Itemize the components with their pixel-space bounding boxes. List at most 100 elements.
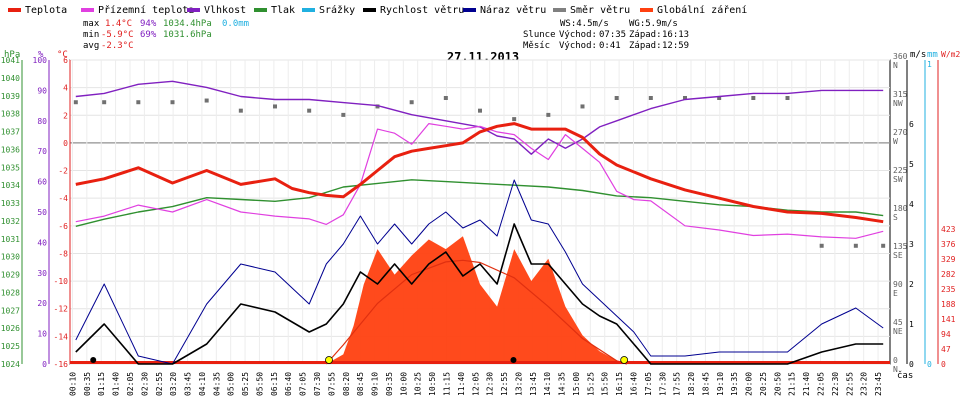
celsius-tick-label: -16 [54,360,69,369]
wm2-tick-label: 423 [941,225,956,234]
time-tick-label: 02:05 [126,372,135,396]
time-tick-label: 11:40 [457,372,466,396]
time-tick-label: 20:00 [745,372,754,396]
axis-units: hPa % °C m/s mm W/m2 [4,50,960,60]
wind-direction-point [546,112,551,117]
sun-moon-block: WS:4.5m/s WG:5.9m/s Slunce Východ: 07:35… [523,19,689,51]
time-tick-label: 23:20 [860,372,869,396]
celsius-tick-label: 0 [63,139,68,148]
time-tick-label: 09:35 [385,372,394,396]
hpa-tick-label: 1041 [1,56,20,65]
direction-tick-name: SW [893,175,903,184]
time-tick-label: 05:00 [227,372,236,396]
moonrise-marker [90,357,97,363]
time-tick-label: 12:55 [500,372,509,396]
celsius-tick-label: -10 [54,277,69,286]
ms-tick-label: 0 [909,360,914,369]
time-tick-label: 15:00 [572,372,581,396]
legend-item-prizemni-teplota: Přízemní teplota [81,4,194,16]
wind-direction-point [853,243,858,248]
ms-tick-label: 2 [909,280,914,289]
direction-tick-label: 45 [893,318,903,327]
direction-tick-name: NW [893,99,903,108]
sunset-marker [620,356,629,364]
percent-tick-label: 10 [37,330,47,339]
unit-wm2: W/m2 [941,50,960,59]
time-tick-label: 20:50 [773,372,782,396]
wm2-tick-label: 188 [941,300,956,309]
time-tick-label: 13:45 [529,372,538,396]
percent-tick-label: 50 [37,208,47,217]
time-tick-label: 06:15 [270,372,279,396]
celsius-tick-label: -12 [54,305,69,314]
hpa-tick-label: 1038 [1,110,20,119]
time-tick-label: 07:05 [299,372,308,396]
series-smer-vetru [73,96,886,248]
legend-swatch-tlak [254,8,267,12]
time-tick-label: 06:40 [284,372,293,396]
series-globalni-zareni [326,236,627,364]
time-tick-label: 03:20 [169,372,178,396]
unit-hpa: hPa [4,50,20,60]
wind-direction-point [478,108,482,113]
time-tick-label: 20:25 [759,372,768,396]
time-tick-label: 04:10 [198,372,207,396]
wm2-tick-label: 47 [941,345,951,354]
legend-swatch-globalni-zareni [640,8,653,12]
hpa-tick-label: 1029 [1,271,20,280]
unit-ms: m/s [910,50,926,60]
series-teplota [75,122,884,224]
stat-min-temp: -5.9°C [101,30,134,40]
wind-direction-point [819,243,824,248]
time-tick-label: 05:50 [255,372,264,396]
wind-direction-point [136,100,141,105]
percent-tick-label: 20 [37,299,47,308]
unit-percent: % [38,50,44,60]
time-tick-label: 02:55 [155,372,164,396]
time-tick-label: 22:30 [831,372,840,396]
celsius-tick-label: -2 [58,167,68,176]
legend-item-naraz-vetru: Náraz větru [463,4,546,16]
wm2-tick-label: 282 [941,270,956,279]
wind-direction-point [512,117,517,122]
wind-direction-point [443,96,448,100]
direction-tick-name: S [893,213,898,222]
wm2-tick-label: 0 [941,360,946,369]
stat-max-label: max [83,19,100,29]
legend-item-srazky: Srážky [302,4,355,16]
celsius-tick-label: 2 [63,111,68,120]
stat-min-hum: 69% [140,30,157,40]
time-tick-label: 14:10 [543,372,552,396]
time-tick-label: 21:15 [788,372,797,396]
direction-tick-label: 180 [893,204,908,213]
chart-marks [70,80,890,365]
time-tick-label: 23:45 [874,372,883,396]
wind-direction-point [785,96,790,100]
wind-direction-point [341,112,346,117]
percent-tick-label: 0 [42,360,47,369]
legend-label-tlak: Tlak [271,5,295,16]
moonrise-time: 0:41 [599,41,621,51]
time-tick-label: 13:20 [514,372,523,396]
time-tick-label: 17:55 [673,372,682,396]
legend-item-vlhkost: Vlhkost [187,5,246,16]
sun-label: Slunce [523,30,556,40]
direction-tick-name: SE [893,251,903,260]
hpa-tick-label: 1026 [1,324,20,333]
moonset-time: 12:59 [662,41,689,51]
hpa-tick-label: 1034 [1,181,20,190]
direction-tick-label: 0 [893,356,898,365]
direction-tick-name: NE [893,327,903,336]
direction-tick-name: N [893,61,898,70]
ms-tick-label: 6 [909,120,914,129]
time-tick-label: 19:35 [730,372,739,396]
wind-direction-point [102,100,107,105]
time-tick-label: 07:30 [313,372,322,396]
percent-tick-label: 70 [37,147,47,156]
time-tick-label: 07:55 [327,372,336,396]
percent-tick-label: 80 [37,117,47,126]
series-prizemni-teplota [75,122,884,239]
series-vlhkost [75,80,884,155]
legend-item-teplota: Teplota [8,5,67,16]
wind-direction-point [717,96,722,100]
